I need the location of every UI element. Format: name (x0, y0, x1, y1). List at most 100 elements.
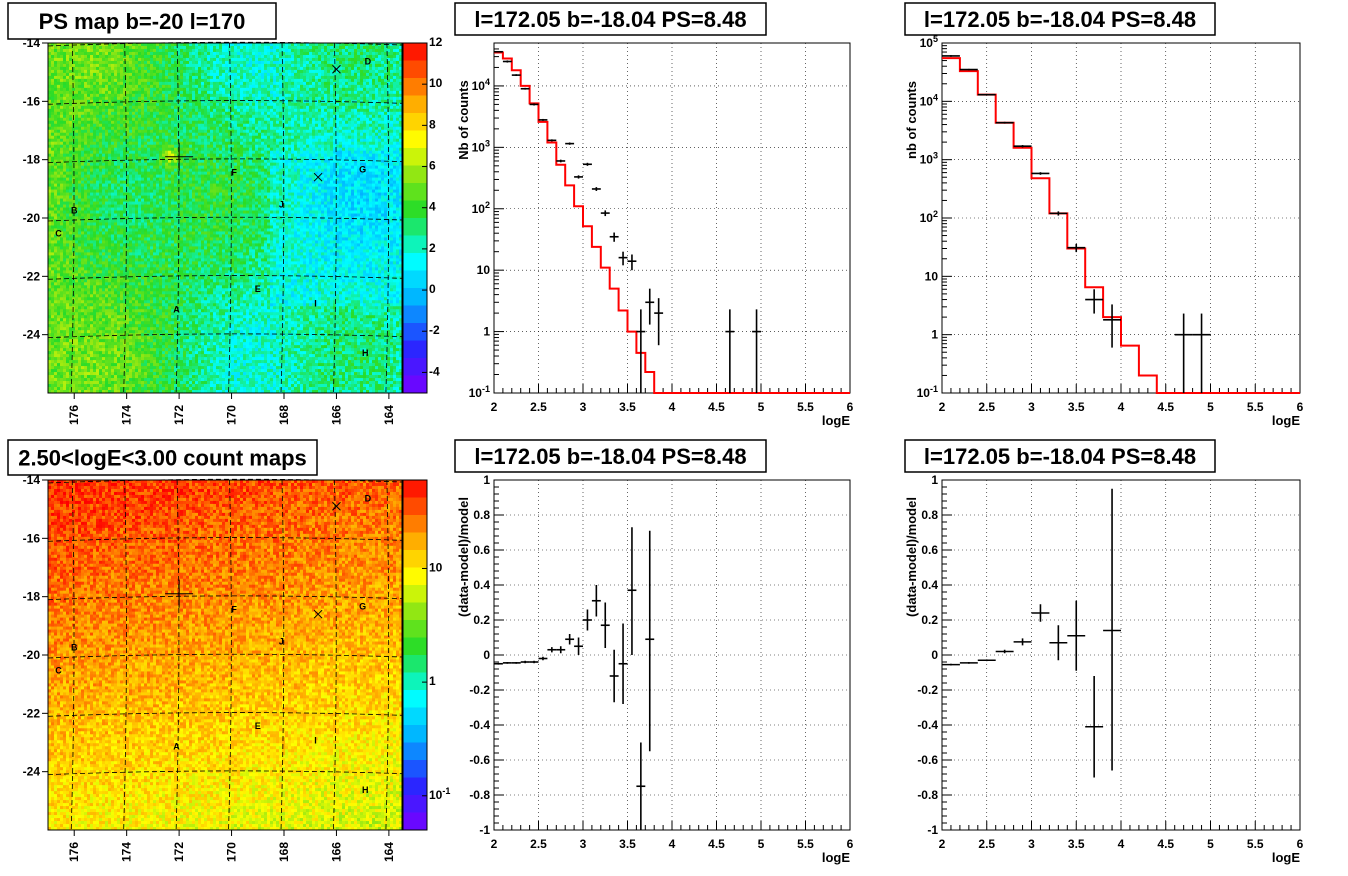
heatmap-cell (93, 46, 96, 49)
heatmap-cell (210, 58, 213, 61)
heatmap-cell (93, 64, 96, 67)
heatmap-cell (165, 85, 168, 88)
heatmap-cell (258, 82, 261, 85)
heatmap-cell (186, 43, 189, 46)
heatmap-cell (237, 82, 240, 85)
heatmap-cell (315, 79, 318, 82)
heatmap-cell (204, 49, 207, 52)
heatmap-cell (276, 49, 279, 52)
heatmap-cell (246, 79, 249, 82)
heatmap-cell (210, 46, 213, 49)
heatmap-cell (306, 76, 309, 79)
heatmap-cell (234, 58, 237, 61)
heatmap-cell (255, 46, 258, 49)
heatmap-cell (216, 67, 219, 70)
heatmap-cell (90, 49, 93, 52)
heatmap-cell (210, 55, 213, 58)
heatmap-cell (204, 58, 207, 61)
heatmap-cell (255, 79, 258, 82)
heatmap-cell (207, 58, 210, 61)
heatmap-cell (105, 73, 108, 76)
heatmap-cell (321, 46, 324, 49)
heatmap-cell (372, 70, 375, 73)
heatmap-cell (147, 43, 150, 46)
heatmap-cell (102, 61, 105, 64)
heatmap-cell (81, 82, 84, 85)
heatmap-cell (180, 67, 183, 70)
heatmap-cell (150, 82, 153, 85)
heatmap-cell (228, 79, 231, 82)
heatmap-cell (294, 43, 297, 46)
heatmap-cell (90, 73, 93, 76)
heatmap-cell (54, 49, 57, 52)
heatmap-cell (252, 76, 255, 79)
heatmap-cell (264, 79, 267, 82)
heatmap-cell (372, 85, 375, 88)
heatmap-cell (153, 79, 156, 82)
heatmap-cell (258, 73, 261, 76)
heatmap-cell (327, 79, 330, 82)
heatmap-cell (105, 46, 108, 49)
heatmap-cell (159, 58, 162, 61)
heatmap-cell (189, 76, 192, 79)
heatmap-cell (120, 73, 123, 76)
heatmap-cell (375, 64, 378, 67)
heatmap-cell (342, 52, 345, 55)
heatmap-cell (162, 43, 165, 46)
heatmap-cell (150, 64, 153, 67)
heatmap-cell (207, 70, 210, 73)
heatmap-cell (186, 55, 189, 58)
heatmap-cell (105, 58, 108, 61)
heatmap-cell (249, 58, 252, 61)
heatmap-cell (156, 73, 159, 76)
heatmap-cell (366, 43, 369, 46)
heatmap-cell (288, 73, 291, 76)
heatmap-cell (189, 64, 192, 67)
heatmap-cell (144, 67, 147, 70)
heatmap-cell (291, 67, 294, 70)
heatmap-cell (318, 82, 321, 85)
heatmap-cell (51, 46, 54, 49)
heatmap-cell (87, 85, 90, 88)
heatmap-cell (141, 82, 144, 85)
heatmap-cell (315, 85, 318, 88)
heatmap-cell (201, 85, 204, 88)
heatmap-cell (318, 49, 321, 52)
heatmap-cell (183, 70, 186, 73)
heatmap-cell (117, 49, 120, 52)
heatmap-cell (315, 49, 318, 52)
heatmap-cell (243, 79, 246, 82)
heatmap-cell (183, 52, 186, 55)
heatmap-cell (255, 64, 258, 67)
heatmap-cell (216, 70, 219, 73)
heatmap-cell (102, 67, 105, 70)
heatmap-cell (159, 55, 162, 58)
heatmap-cell (147, 52, 150, 55)
heatmap-cell (384, 82, 387, 85)
heatmap-cell (225, 85, 228, 88)
heatmap-cell (345, 61, 348, 64)
heatmap-cell (393, 55, 396, 58)
heatmap-cell (180, 52, 183, 55)
heatmap-cell (51, 82, 54, 85)
heatmap-cell (384, 85, 387, 88)
heatmap-cell (93, 49, 96, 52)
heatmap-cell (237, 52, 240, 55)
heatmap-cell (135, 46, 138, 49)
heatmap-cells (48, 43, 402, 393)
heatmap-cell (315, 61, 318, 64)
heatmap-cell (84, 76, 87, 79)
heatmap-cell (123, 64, 126, 67)
heatmap-cell (90, 79, 93, 82)
heatmap-cell (354, 67, 357, 70)
heatmap-cell (261, 58, 264, 61)
heatmap-cell (342, 73, 345, 76)
heatmap-cell (144, 73, 147, 76)
heatmap-cell (360, 55, 363, 58)
heatmap-cell (132, 76, 135, 79)
heatmap-cell (123, 70, 126, 73)
heatmap-cell (156, 79, 159, 82)
heatmap-cell (147, 67, 150, 70)
heatmap-cell (306, 64, 309, 67)
heatmap-cell (306, 58, 309, 61)
